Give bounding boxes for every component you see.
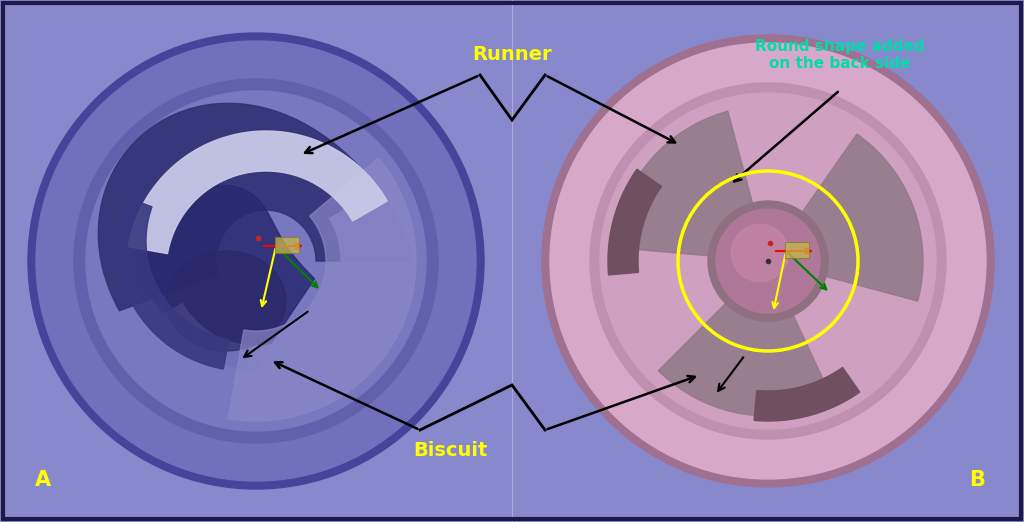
Text: A: A bbox=[35, 470, 51, 490]
FancyBboxPatch shape bbox=[785, 242, 809, 258]
Circle shape bbox=[716, 209, 820, 313]
Polygon shape bbox=[228, 158, 416, 421]
Circle shape bbox=[600, 93, 936, 429]
Circle shape bbox=[708, 201, 828, 321]
Polygon shape bbox=[166, 251, 286, 351]
Circle shape bbox=[86, 91, 426, 431]
Circle shape bbox=[542, 35, 994, 487]
Polygon shape bbox=[98, 103, 411, 311]
Text: Runner: Runner bbox=[472, 45, 552, 65]
Circle shape bbox=[36, 41, 476, 481]
Circle shape bbox=[74, 79, 438, 443]
FancyBboxPatch shape bbox=[275, 237, 299, 253]
Circle shape bbox=[550, 43, 986, 479]
Polygon shape bbox=[608, 169, 662, 275]
Polygon shape bbox=[658, 303, 834, 416]
Text: B: B bbox=[969, 470, 985, 490]
Polygon shape bbox=[754, 367, 860, 421]
Circle shape bbox=[731, 224, 788, 281]
Text: Round shape added
on the back side: Round shape added on the back side bbox=[755, 39, 925, 71]
Text: Biscuit: Biscuit bbox=[413, 441, 487, 459]
Polygon shape bbox=[116, 197, 228, 369]
Polygon shape bbox=[128, 131, 387, 254]
Polygon shape bbox=[133, 185, 314, 370]
Polygon shape bbox=[613, 111, 753, 256]
Polygon shape bbox=[803, 134, 923, 301]
Circle shape bbox=[590, 83, 946, 439]
Circle shape bbox=[28, 33, 484, 489]
Polygon shape bbox=[122, 184, 411, 416]
